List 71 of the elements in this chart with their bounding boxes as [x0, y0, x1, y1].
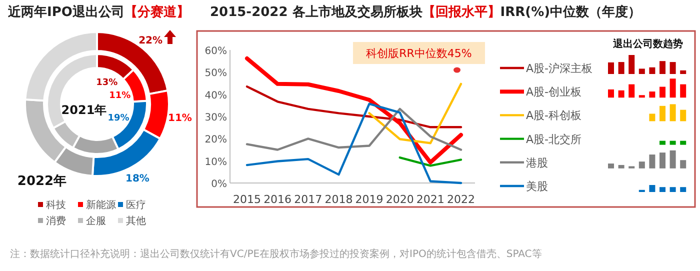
bar [649, 67, 656, 74]
chart-title: 近两年IPO退出公司【分赛道】 [7, 4, 190, 20]
legend-label: 新能源 [86, 199, 116, 211]
bar [628, 55, 635, 74]
y-tick-label: 0% [211, 179, 227, 190]
bar [618, 164, 624, 168]
legend-label: A股-沪深主板 [526, 62, 592, 75]
data-label: 22% [138, 35, 163, 46]
bar [649, 154, 656, 168]
x-tick-label: 2017 [294, 193, 322, 206]
bar [608, 164, 614, 168]
line-series [246, 102, 462, 184]
legend-label: 科技 [46, 199, 66, 211]
data-label: 19% [108, 114, 130, 124]
legend-label: A股-北交所 [526, 132, 582, 146]
legend-label: 美股 [526, 180, 548, 193]
y-tick-label: 10% [204, 156, 227, 168]
bar [618, 62, 624, 74]
data-label: 18% [126, 174, 150, 185]
legend-label: 医疗 [126, 199, 146, 211]
x-tick-label: 2018 [324, 193, 353, 206]
line-series [246, 108, 462, 151]
bar [649, 114, 656, 122]
y-tick-label: 50% [204, 68, 227, 80]
legend-label: A股-科创板 [526, 109, 582, 122]
bar [628, 84, 635, 98]
bar [670, 104, 676, 122]
bar [680, 84, 686, 98]
legend-label: 港股 [526, 156, 548, 170]
chart-title: 退出公司数趋势 [612, 38, 683, 50]
bar [670, 78, 676, 98]
bar [649, 92, 656, 98]
bar [618, 90, 624, 98]
slice-label: 2021年 [61, 103, 107, 117]
bar [680, 110, 686, 122]
x-tick-label: 2022 [447, 193, 475, 206]
y-tick-label: 40% [204, 90, 227, 102]
bar [638, 162, 645, 168]
bar [608, 89, 614, 98]
bar [638, 95, 645, 98]
line-series [246, 85, 462, 128]
bar [638, 68, 645, 74]
bar [660, 86, 666, 98]
x-tick-label: 2015 [233, 193, 261, 206]
bar [608, 62, 614, 74]
legend-label: A股-创业板 [526, 86, 582, 99]
y-tick-label: 60% [204, 46, 227, 57]
x-tick-label: 2021 [416, 193, 444, 206]
legend-label: 企服 [86, 215, 106, 227]
bar [660, 152, 666, 168]
x-tick-label: 2016 [264, 193, 292, 206]
bar [660, 106, 666, 122]
data-label: 11% [109, 91, 131, 102]
y-tick-label: 30% [204, 112, 227, 124]
slice-label: 2022年 [17, 174, 67, 189]
bar [660, 61, 666, 74]
bar [680, 160, 686, 168]
bar [670, 62, 676, 74]
legend-label: 其他 [126, 215, 146, 227]
data-label: 13% [96, 78, 118, 88]
annotation: 科创版RR中位数45% [366, 47, 472, 60]
chart-title: 2015-2022 各上市地及交易所板块【回报水平】IRR(%)中位数（年度） [210, 4, 642, 20]
text: 注：数据统计口径补充说明：退出公司数仅统计有VC/PE在股权市场参投过的投资案例，对IPO的统计包含借壳、SPAC等 [10, 248, 542, 260]
data-label: 11% [168, 113, 192, 124]
x-tick-label: 2019 [355, 193, 384, 206]
bar [670, 150, 676, 168]
legend-label: 消费 [46, 215, 66, 227]
line-series [368, 82, 462, 144]
y-tick-label: 20% [204, 134, 227, 146]
x-tick-label: 2020 [386, 193, 414, 206]
bar [680, 70, 686, 74]
